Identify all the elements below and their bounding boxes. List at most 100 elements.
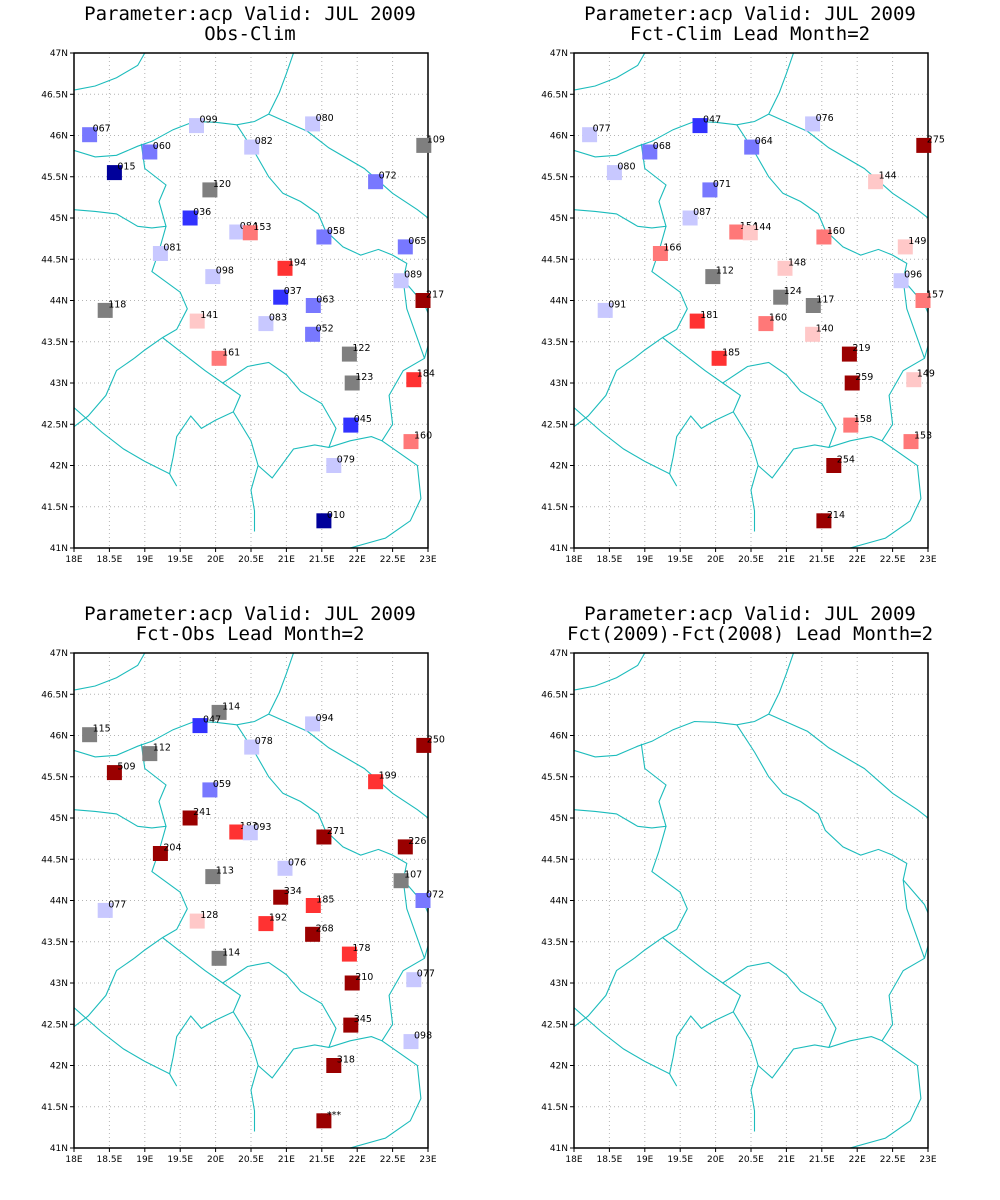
y-tick-label: 45.5N <box>541 173 568 183</box>
y-tick-label: 43.5N <box>541 938 568 948</box>
y-tick-label: 45.5N <box>541 773 568 783</box>
border-line <box>750 465 759 532</box>
station-value-label: 123 <box>355 372 373 383</box>
station-marker <box>906 372 922 388</box>
x-tick-label: 19E <box>136 1155 153 1165</box>
station-value-label: *** <box>327 1110 342 1121</box>
x-tick-label: 20E <box>207 1155 224 1165</box>
x-tick-label: 23E <box>919 555 936 565</box>
station-value-label: 120 <box>213 179 231 190</box>
station-marker <box>343 417 359 433</box>
station-marker <box>393 873 409 889</box>
y-tick-label: 45N <box>550 814 568 824</box>
x-tick-label: 22.5E <box>380 555 406 565</box>
border-line <box>402 879 426 959</box>
border-line <box>574 143 667 229</box>
border-line <box>574 1007 678 1087</box>
station-value-label: 077 <box>593 124 611 135</box>
station-marker <box>326 458 342 473</box>
chart-subtitle: Fct-Obs Lead Month=2 <box>135 623 365 645</box>
station-value-label: 158 <box>854 414 872 425</box>
y-tick-label: 41N <box>50 544 68 554</box>
border-line <box>74 957 135 1028</box>
station-value-label: 037 <box>284 286 302 297</box>
station-value-label: 068 <box>653 141 671 152</box>
station-value-label: 149 <box>908 236 926 247</box>
map-borders <box>574 653 928 1148</box>
station-marker <box>189 118 204 134</box>
y-tick-label: 41.5N <box>41 503 68 513</box>
station-marker <box>916 137 932 153</box>
station-marker <box>211 704 227 720</box>
y-tick-label: 44N <box>50 897 68 907</box>
border-line <box>268 713 428 819</box>
station-marker <box>816 513 832 529</box>
y-tick-label: 44.5N <box>541 255 568 265</box>
border-line <box>637 53 638 54</box>
y-tick-label: 44.5N <box>41 255 68 265</box>
y-tick-label: 42N <box>50 462 68 472</box>
station-value-label: 109 <box>427 134 445 145</box>
station-marker <box>597 302 613 318</box>
border-line <box>574 743 667 829</box>
station-value-label: 160 <box>769 313 787 324</box>
y-tick-label: 42.5N <box>41 1020 68 1030</box>
chart-panel-fct-clim: Parameter:acp Valid: JUL 2009 Fct-Clim L… <box>500 0 1000 600</box>
y-tick-label: 44N <box>50 297 68 307</box>
y-tick-label: 42.5N <box>541 420 568 430</box>
y-tick-label: 45.5N <box>41 773 68 783</box>
station-value-label: 076 <box>288 857 306 868</box>
station-marker <box>305 116 321 132</box>
y-tick-label: 43.5N <box>541 338 568 348</box>
station-marker <box>368 174 384 190</box>
x-tick-label: 18.5E <box>97 1155 123 1165</box>
station-marker <box>344 975 360 991</box>
station-marker <box>211 350 227 366</box>
station-value-label: 098 <box>414 1031 432 1042</box>
map-plot: 18E 18.5E 19E 19.5E 20E 20.5E 21E 21.5E 22E 22.5E… <box>41 649 445 1165</box>
y-tick-label: 46.5N <box>541 690 568 700</box>
y-tick-label: 41.5N <box>541 1103 568 1113</box>
station-value-label: 178 <box>352 943 370 954</box>
station-value-label: 194 <box>288 257 306 268</box>
border-line <box>768 713 928 819</box>
grid-lines <box>574 653 928 1148</box>
station-marker <box>205 269 221 285</box>
station-marker <box>841 346 857 362</box>
border-line <box>849 1040 922 1148</box>
y-tick-label: 41N <box>50 1144 68 1154</box>
border-line <box>74 653 146 691</box>
border-line <box>74 357 135 428</box>
x-tick-label: 20E <box>207 555 224 565</box>
station-marker <box>729 224 745 240</box>
station-value-label: 275 <box>927 134 945 145</box>
chart-panel-fct-diff: Parameter:acp Valid: JUL 2009 Fct(2009)-… <box>500 600 1000 1200</box>
station-value-label: 080 <box>316 113 334 124</box>
chart-title: Parameter:acp Valid: JUL 2009 <box>84 603 416 625</box>
y-tick-label: 46.5N <box>41 90 68 100</box>
x-tick-label: 21.5E <box>309 555 335 565</box>
border-line <box>881 345 928 442</box>
station-value-label: 098 <box>216 266 234 277</box>
station-value-label: 128 <box>200 910 218 921</box>
station-value-label: 015 <box>117 162 135 173</box>
x-tick-label: 21E <box>778 555 795 565</box>
station-value-label: 096 <box>904 270 922 281</box>
station-value-label: 077 <box>417 969 435 980</box>
border-line <box>637 653 638 654</box>
station-marker <box>702 182 718 198</box>
station-value-label: 063 <box>316 295 334 306</box>
station-marker <box>893 273 909 289</box>
y-tick-label: 42.5N <box>41 420 68 430</box>
y-tick-label: 46N <box>550 732 568 742</box>
border-line <box>574 653 795 758</box>
map-plot: 18E 18.5E 19E 19.5E 20E 20.5E 21E 21.5E 22E 22.5E… <box>541 49 945 565</box>
grid-lines <box>574 53 928 548</box>
x-tick-label: 18.5E <box>597 555 623 565</box>
y-tick-label: 43N <box>50 979 68 989</box>
station-value-label: 117 <box>816 295 834 306</box>
x-tick-label: 19E <box>636 1155 653 1165</box>
station-marker <box>189 913 205 929</box>
station-marker <box>416 137 432 153</box>
x-tick-label: 18E <box>565 1155 582 1165</box>
